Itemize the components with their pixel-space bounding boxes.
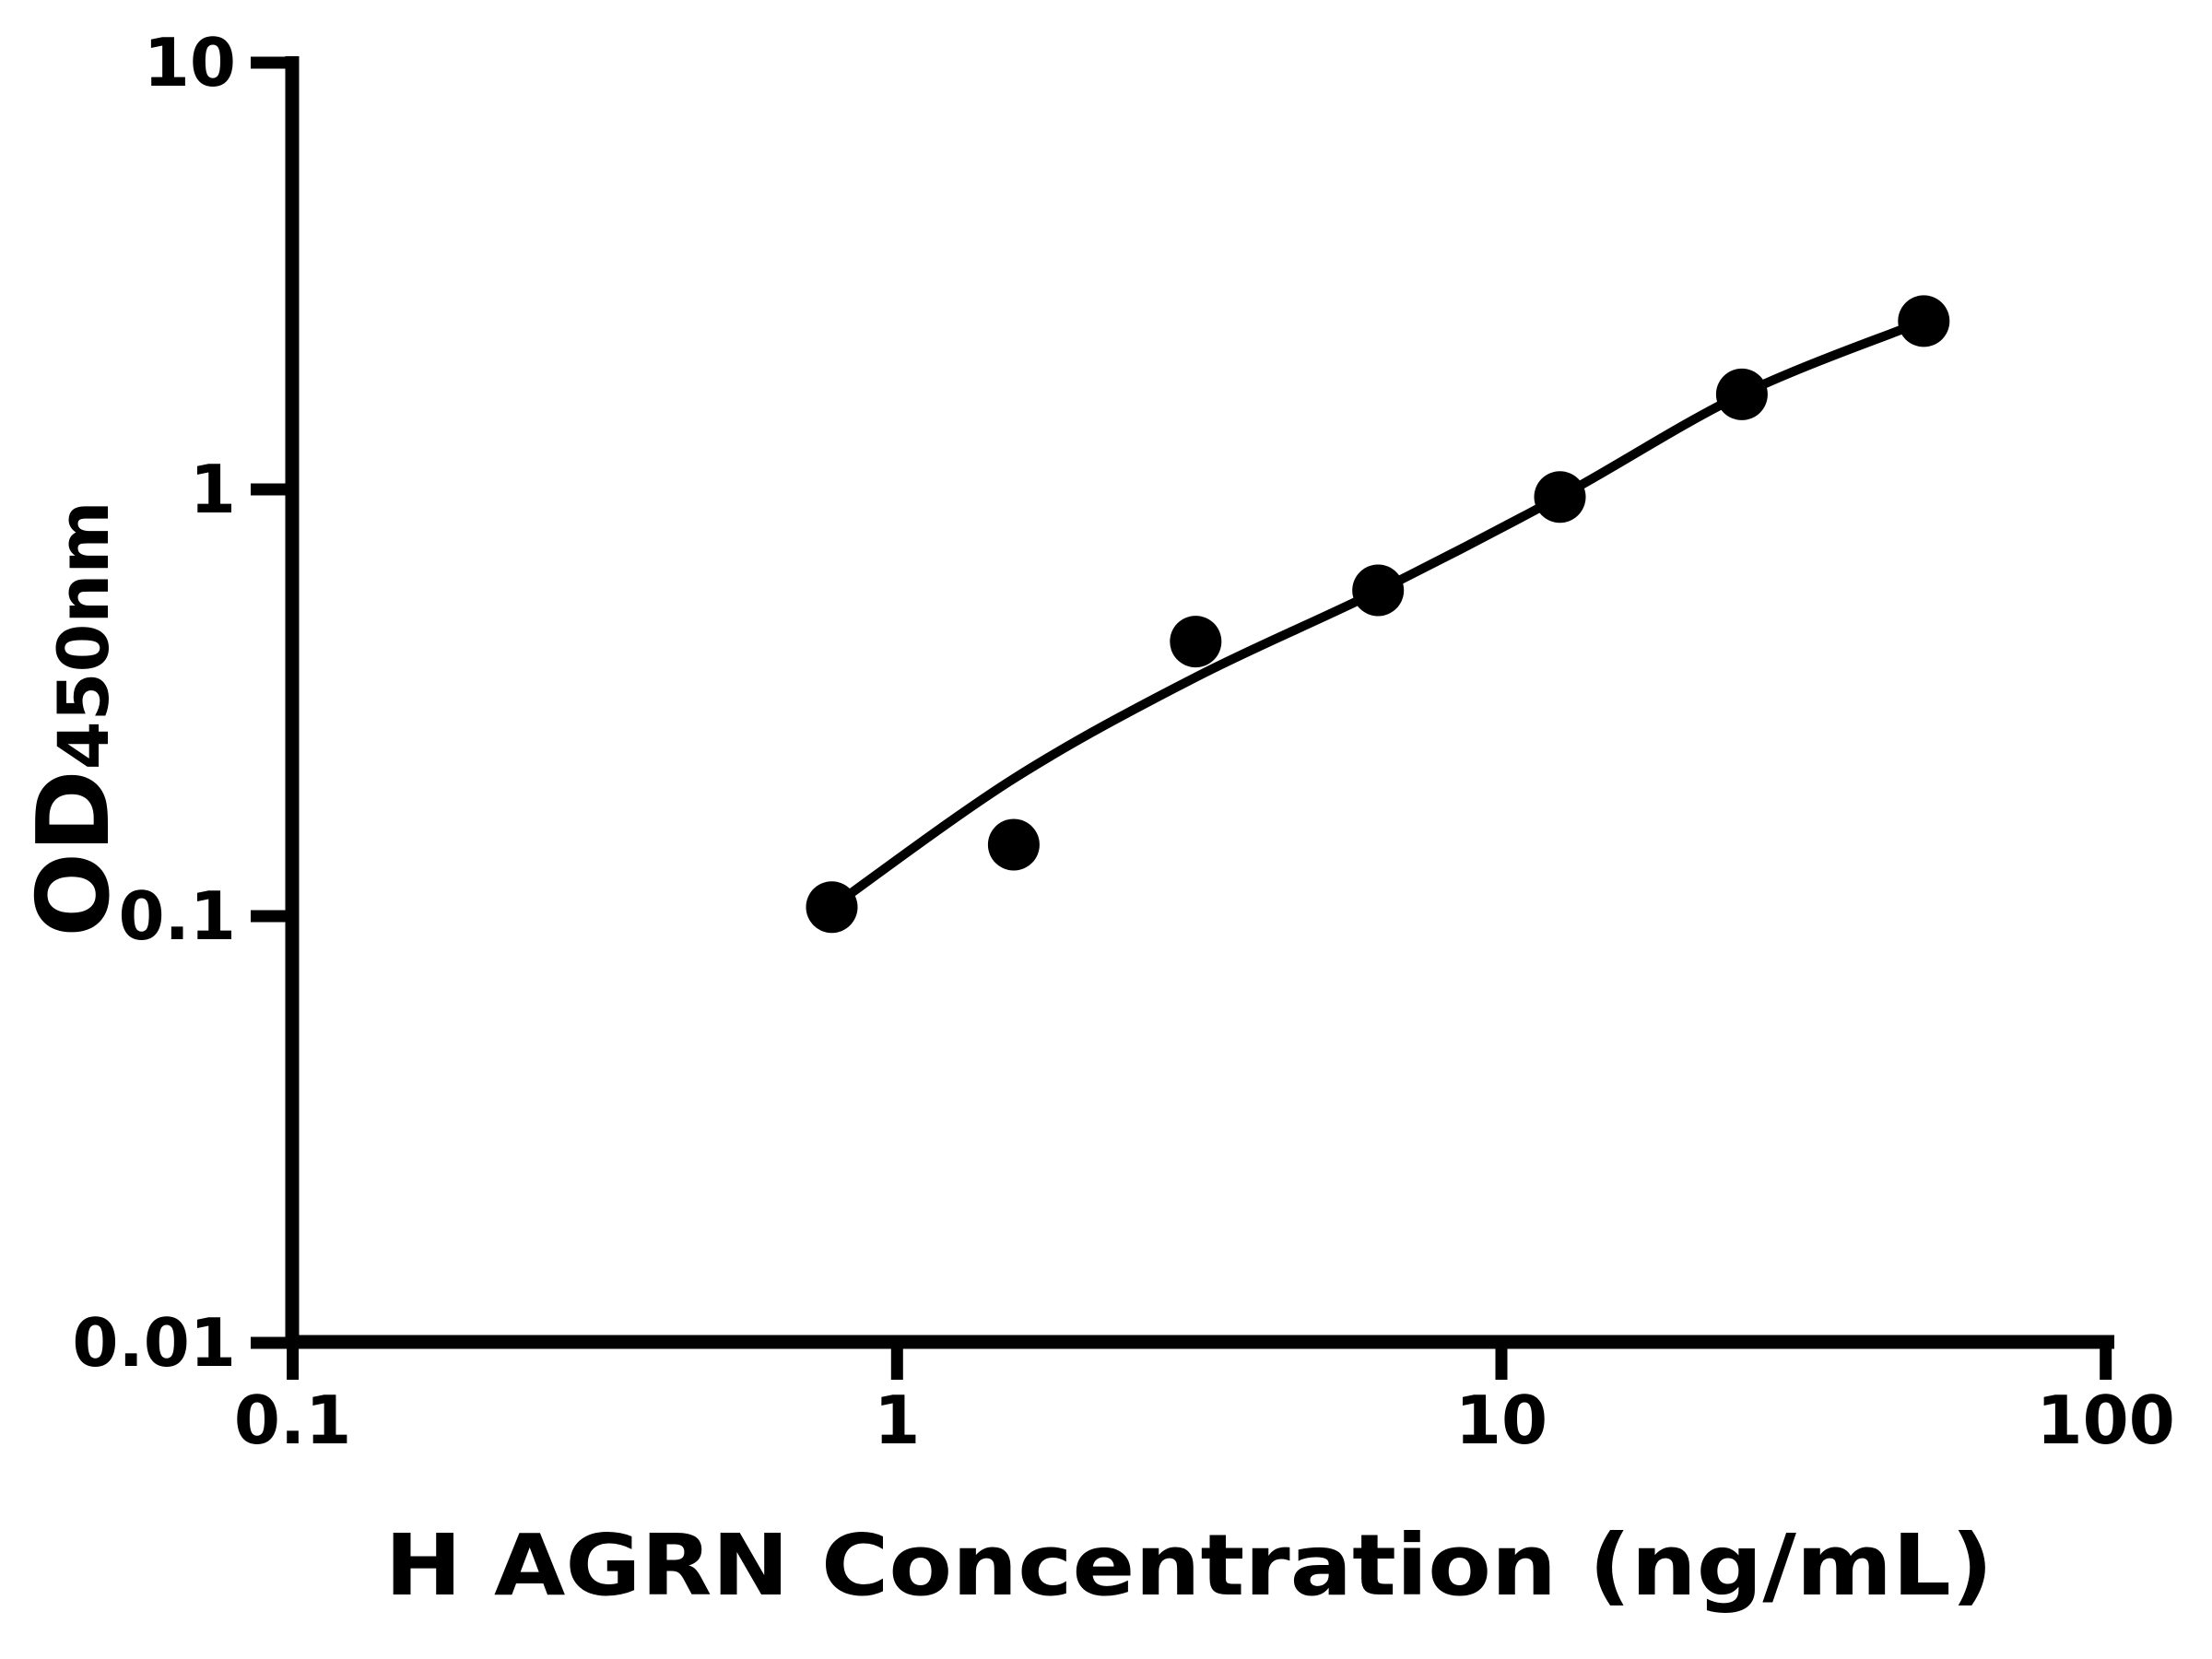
data-point (987, 818, 1040, 871)
y-axis-title-subscript: 450nm (42, 500, 124, 770)
data-point (806, 881, 858, 934)
x-tick-label: 10 (1455, 1382, 1547, 1459)
y-axis-title-main: OD (17, 770, 132, 936)
x-tick-label: 100 (2037, 1382, 2175, 1459)
data-point (1715, 368, 1768, 420)
data-point (1170, 616, 1222, 668)
x-tick-label: 1 (874, 1382, 920, 1459)
y-axis-title: OD450nm (17, 500, 132, 936)
y-tick-label: 0.01 (72, 1304, 236, 1382)
y-tick-label: 0.1 (118, 877, 236, 955)
data-point (1898, 295, 1950, 347)
x-tick-label: 0.1 (234, 1382, 352, 1459)
data-point (1534, 471, 1586, 524)
data-point (1352, 564, 1405, 617)
y-tick-label: 1 (190, 451, 236, 528)
y-tick-label: 10 (144, 24, 236, 101)
x-axis-title: H AGRN Concentration (ng/mL) (385, 1516, 1994, 1615)
